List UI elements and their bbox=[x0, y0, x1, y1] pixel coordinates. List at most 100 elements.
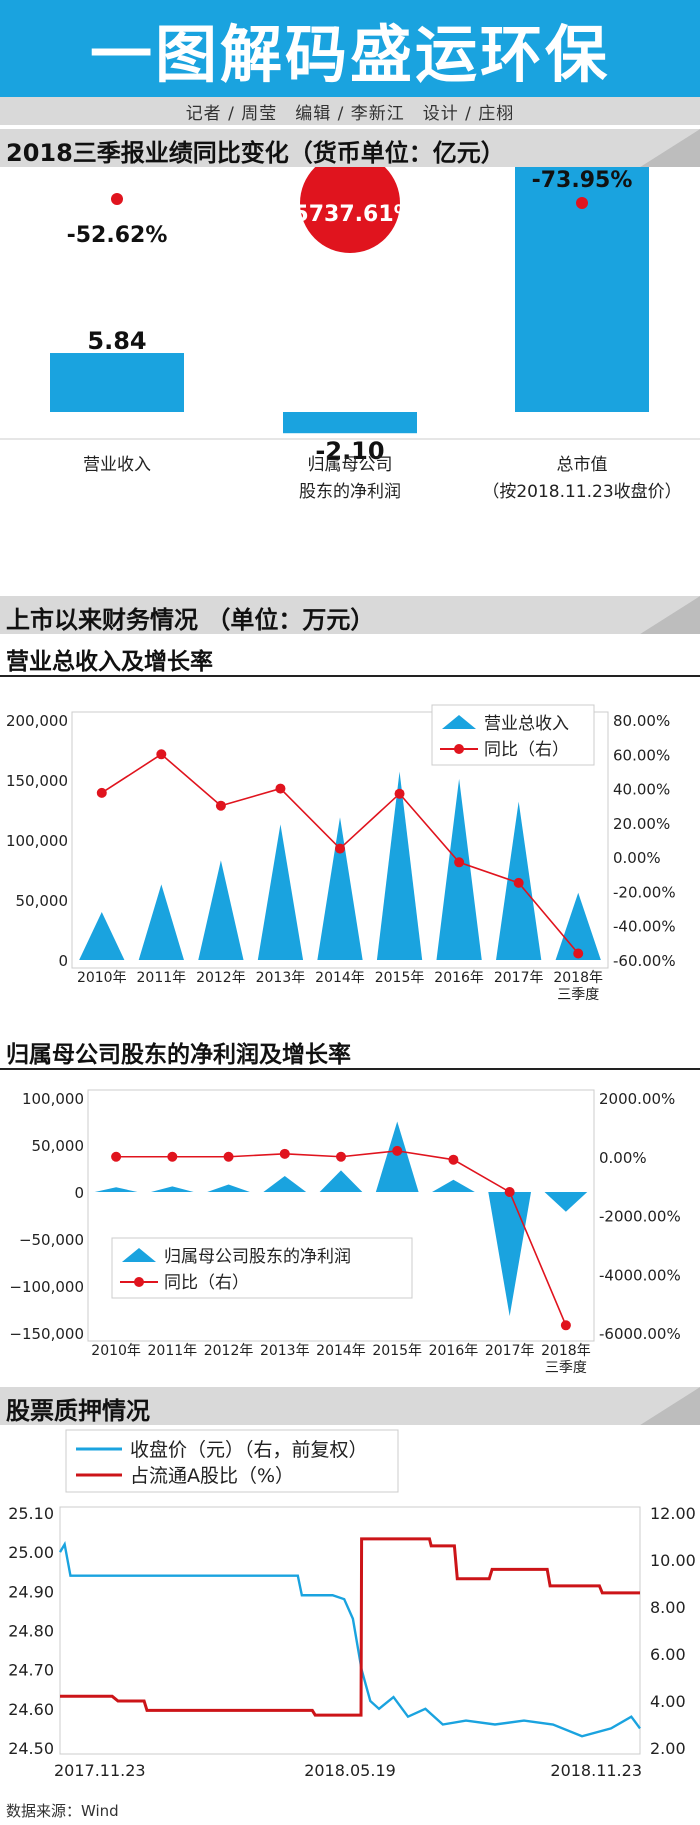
x-tick: 2014年 bbox=[316, 1343, 366, 1359]
line-point bbox=[392, 1145, 403, 1156]
category-label: （按2018.11.23收盘价） bbox=[482, 482, 681, 502]
chart-profit-title: 归属母公司股东的净利润及增长率 bbox=[6, 1042, 351, 1068]
line-point bbox=[454, 857, 465, 868]
yoy-point bbox=[576, 197, 588, 209]
legend-label: 同比（右） bbox=[484, 740, 569, 760]
section1-title-bar: 2018三季报业绩同比变化（货币单位：亿元） bbox=[0, 129, 700, 167]
area-peak bbox=[263, 1176, 307, 1192]
x-tick: 2012年 bbox=[204, 1343, 254, 1359]
line-point bbox=[513, 877, 524, 888]
area-peak bbox=[198, 860, 244, 960]
yoy-point bbox=[111, 193, 123, 205]
series-line bbox=[60, 1537, 640, 1717]
legend-swatch-point bbox=[454, 744, 464, 754]
line-point bbox=[336, 1151, 346, 1162]
y-left-tick: 24.80 bbox=[8, 1622, 54, 1641]
area-peak bbox=[555, 892, 601, 960]
legend-label: 营业总收入 bbox=[484, 714, 569, 734]
credits-bar: 记者 / 周莹 编辑 / 李新江 设计 / 庄栩 bbox=[0, 97, 700, 125]
area-peak bbox=[317, 817, 363, 960]
area-peak bbox=[94, 1187, 138, 1192]
legend-swatch-point bbox=[134, 1277, 144, 1287]
x-tick: 2013年 bbox=[260, 1343, 310, 1359]
y-left-tick: 100,000 bbox=[6, 832, 68, 850]
area-peak bbox=[319, 1170, 363, 1192]
x-tick: 2018.11.23 bbox=[550, 1761, 642, 1780]
divider bbox=[0, 1068, 700, 1070]
chart-yoy-comparison: 5.84-52.62%-2.10-5737.61%35.11-73.95%营业收… bbox=[0, 167, 700, 502]
legend-label: 归属母公司股东的净利润 bbox=[164, 1247, 351, 1267]
y-left-tick: 25.10 bbox=[8, 1504, 54, 1523]
chart-net-profit: 100,000 50,000 0 −50,000 −100,000 −150,000 200… bbox=[9, 1089, 681, 1376]
y-right-tick: 10.00 bbox=[650, 1551, 696, 1570]
yoy-label: -52.62% bbox=[67, 223, 168, 248]
area-peak bbox=[257, 824, 304, 960]
line-point bbox=[504, 1187, 515, 1197]
x-tick: 2018年 bbox=[553, 970, 603, 986]
bar bbox=[283, 412, 417, 434]
area-peak bbox=[436, 778, 482, 960]
area-peak bbox=[376, 771, 423, 960]
y-right-tick: -2000.00% bbox=[599, 1208, 681, 1226]
area-peak bbox=[544, 1192, 588, 1212]
line-point bbox=[111, 1151, 122, 1162]
section1-title: 2018三季报业绩同比变化（货币单位：亿元） bbox=[6, 139, 505, 167]
category-label: 总市值 bbox=[557, 455, 608, 475]
line-point bbox=[560, 1320, 571, 1331]
series-line bbox=[58, 1540, 641, 1738]
section2-title: 上市以来财务情况 （单位：万元） bbox=[6, 606, 375, 634]
line-point bbox=[167, 1151, 178, 1162]
line-point bbox=[394, 788, 405, 799]
x-tick: 2011年 bbox=[137, 970, 187, 986]
bar bbox=[50, 353, 184, 412]
data-label: 5.84 bbox=[87, 327, 146, 355]
page-title: 一图解码盛运环保 bbox=[89, 17, 610, 91]
chart-pledge: 25.10 25.00 24.90 24.80 24.70 24.60 24.50 12.00… bbox=[8, 1429, 696, 1780]
y-left-tick: −100,000 bbox=[9, 1278, 84, 1296]
y-left-tick: 0 bbox=[74, 1184, 84, 1202]
yoy-label: -73.95% bbox=[532, 168, 633, 193]
y-left-tick: −150,000 bbox=[9, 1325, 84, 1343]
line-point bbox=[335, 843, 345, 854]
area-peak bbox=[150, 1186, 194, 1192]
plot-frame bbox=[59, 1506, 641, 1755]
area-peak bbox=[375, 1121, 419, 1192]
y-left-tick: 150,000 bbox=[6, 772, 68, 790]
x-tick: 2015年 bbox=[375, 970, 425, 986]
y-right-tick: 12.00 bbox=[650, 1504, 696, 1523]
legend-label: 收盘价（元）（右，前复权） bbox=[130, 1439, 368, 1461]
line-point bbox=[156, 749, 167, 760]
legend-box bbox=[65, 1429, 399, 1493]
x-tick: 2016年 bbox=[434, 970, 484, 986]
y-right-tick: 60.00% bbox=[613, 746, 670, 764]
x-tick: 2010年 bbox=[91, 1343, 141, 1359]
y-right-tick: 2000.00% bbox=[599, 1090, 675, 1108]
area-peak bbox=[207, 1184, 250, 1192]
y-right-tick: -40.00% bbox=[613, 918, 676, 936]
data-source: 数据来源：Wind bbox=[6, 1802, 119, 1820]
x-tick: 2017.11.23 bbox=[54, 1761, 146, 1780]
line-point bbox=[573, 948, 584, 959]
y-left-tick: 25.00 bbox=[8, 1543, 54, 1562]
x-tick: 2018年 bbox=[541, 1343, 591, 1359]
x-tick: 2016年 bbox=[429, 1343, 479, 1359]
legend-label: 同比（右） bbox=[164, 1273, 249, 1293]
y-right-tick: 80.00% bbox=[613, 712, 670, 730]
y-right-tick: 8.00 bbox=[650, 1598, 686, 1617]
line-point bbox=[279, 1148, 290, 1159]
x-tick: 三季度 bbox=[557, 987, 599, 1003]
y-left-tick: 24.50 bbox=[8, 1739, 54, 1758]
area-peak bbox=[432, 1179, 475, 1192]
area-peak bbox=[138, 884, 184, 960]
yoy-label: -5737.61% bbox=[284, 202, 415, 227]
chart-revenue: 200,000 150,000 100,000 50,000 0 80.00% 60.00%… bbox=[6, 704, 676, 1003]
y-right-tick: -4000.00% bbox=[599, 1266, 681, 1284]
x-tick: 2018.05.19 bbox=[304, 1761, 396, 1780]
y-right-tick: 6.00 bbox=[650, 1645, 686, 1664]
y-left-tick: 24.70 bbox=[8, 1661, 54, 1680]
y-right-tick: -6000.00% bbox=[599, 1325, 681, 1343]
line-point bbox=[215, 800, 226, 811]
y-left-tick: 50,000 bbox=[16, 892, 69, 910]
plot-frame bbox=[87, 1089, 595, 1342]
line-point bbox=[448, 1154, 459, 1165]
